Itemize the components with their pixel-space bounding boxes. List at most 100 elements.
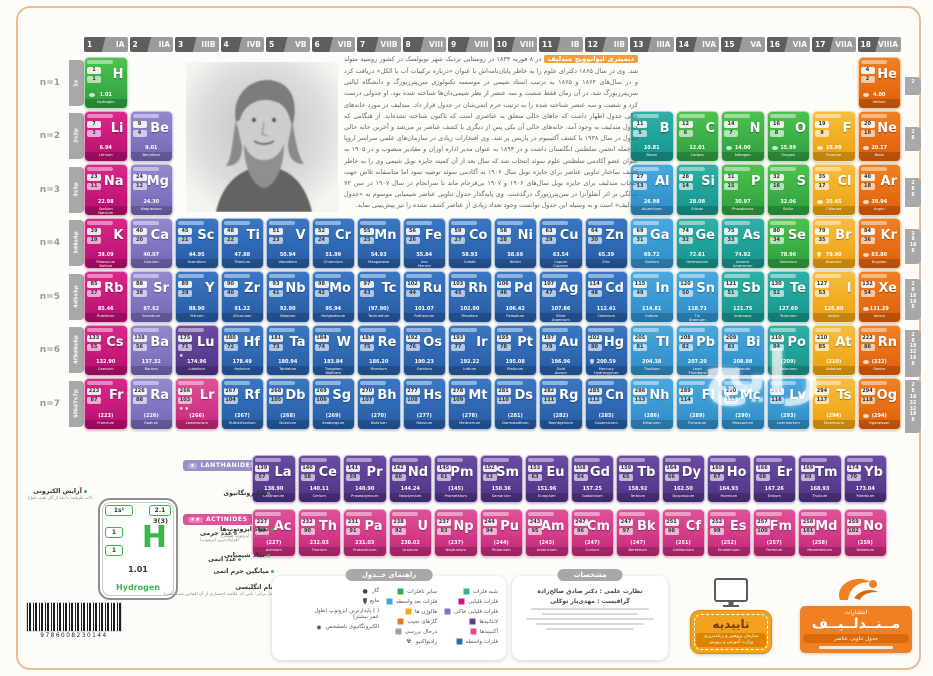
actinide-star-icon: ★★ xyxy=(188,516,203,523)
element-name: Silicon xyxy=(676,205,718,215)
element-Nh: 286 113 Nh (286) Nihonium xyxy=(630,378,674,430)
electron-config-strip xyxy=(496,327,523,332)
electron-config-strip xyxy=(451,274,477,278)
electron-config-strip xyxy=(269,381,295,385)
legend-item: فلزات واسطه xyxy=(444,638,498,645)
element-name: Hydrogen xyxy=(85,98,127,108)
element-V: 51 23 V 50.94 Vanadium xyxy=(266,217,310,269)
electron-config-strip xyxy=(678,113,705,118)
mass-number-badge: 153 xyxy=(528,465,542,472)
mass-number-badge: 152 xyxy=(482,465,497,472)
element-name: Livermorium xyxy=(767,419,809,429)
element-Sm: 152 62 Sm 150.36 Samarium xyxy=(479,455,523,503)
element-Ca: 40 20 Ca 40.07 Calcium xyxy=(129,217,173,269)
element-Mg: 24 12 Mg 24.30 Magnesium xyxy=(129,164,173,216)
atomic-mass: 178.49 xyxy=(232,359,252,365)
period-label-4: n=4 3d4s4p xyxy=(26,218,84,270)
mass-number-badge: 51 xyxy=(269,227,283,235)
mass-number-badge: 121 xyxy=(724,281,738,288)
element-symbol: I xyxy=(846,281,852,296)
element-Ts: 294 117 Ts (294) Tennessine xyxy=(812,378,856,430)
element-symbol: Na xyxy=(103,174,124,189)
electron-config-strip xyxy=(846,458,873,462)
mass-number-badge: 270 xyxy=(360,388,374,395)
group-header-13: 13 IIIA xyxy=(630,37,674,52)
atomic-mass: 50.94 xyxy=(279,252,296,258)
group-header-5: 5 VB xyxy=(266,37,310,52)
element-symbol: Sn xyxy=(696,281,715,296)
mass-number-badge: 141 xyxy=(346,465,360,472)
atomic-mass: 65.39 xyxy=(598,252,615,258)
element-symbol: Ru xyxy=(422,281,442,296)
atomic-number-badge: 72 xyxy=(223,343,238,351)
legend-label: سایر نافلزات xyxy=(407,588,438,595)
element-name: Magnesium xyxy=(130,205,172,215)
atomic-number-badge: 5 xyxy=(633,129,647,137)
atomic-mass: 54.93 xyxy=(370,252,387,258)
element-Tc: 97 43 Tc (97.90) Technetium xyxy=(357,271,401,323)
element-H: 1 1 H 1.01 Hydrogen xyxy=(84,57,128,109)
element-symbol: Yb xyxy=(864,465,883,480)
mendeleev-biography: دیمیتری ایوانوویچ مندلیف xyxy=(186,54,638,220)
sample-name: Hydrogen xyxy=(116,583,160,592)
atomic-number-badge: 94 xyxy=(482,528,497,535)
atomic-mass: 78.96 xyxy=(780,252,797,258)
specs-title: مشخصات xyxy=(557,569,623,581)
element-symbol: Cd xyxy=(605,281,624,296)
electron-config-strip xyxy=(300,512,327,516)
bio-text: در ۸ فوریه ۱۸۳۴ در روستایی نزدیک شهر توب… xyxy=(344,55,638,210)
mass-number-badge: 227 xyxy=(255,519,269,526)
electron-config-strip xyxy=(482,512,509,516)
atomic-mass: 127.60 xyxy=(778,305,798,312)
element-name: Meitnerium xyxy=(449,419,491,429)
electron-config-strip xyxy=(633,220,659,225)
atomic-mass: 72.61 xyxy=(689,252,706,258)
element-symbol: N xyxy=(749,120,761,136)
shell-tab-4: 2 8 18 8 xyxy=(905,228,921,264)
element-Pr: 141 59 Pr 140.90 Praseodymium xyxy=(343,455,387,503)
atomic-mass: 150.36 xyxy=(491,486,511,492)
atomic-mass: 87.62 xyxy=(143,305,160,312)
atomic-mass: 157.25 xyxy=(582,486,602,492)
element-name: Thallium xyxy=(631,366,673,375)
element-name: Calcium xyxy=(130,259,172,268)
group-roman-label: IIA xyxy=(158,40,170,49)
element-Y: 89 39 Y 88.90 Yttrium xyxy=(175,271,219,323)
element-name: Moscovium xyxy=(722,419,764,429)
legend-item: گاز ● xyxy=(301,588,380,595)
mass-number-badge: 138 xyxy=(132,334,147,342)
specs-fineprint xyxy=(536,623,644,625)
element-symbol: Ga xyxy=(650,227,670,243)
atomic-mass: 14.00 xyxy=(734,145,751,151)
atomic-mass: 151.96 xyxy=(537,486,557,492)
atomic-mass: 180.94 xyxy=(278,359,298,365)
element-name: Curium xyxy=(571,547,613,556)
group-roman-label: IVB xyxy=(246,40,261,49)
atomic-mass: 35.45 xyxy=(825,198,842,205)
group-header-11: 11 IB xyxy=(539,37,583,52)
element-name: Potassium Kalium xyxy=(85,259,127,268)
electron-config-strip xyxy=(405,274,432,278)
element-name: Palladium xyxy=(494,312,536,322)
element-name: Manganese xyxy=(358,259,400,268)
atomic-mass: 138.90 xyxy=(264,486,284,492)
mass-number-badge: 278 xyxy=(451,388,465,395)
atomic-number-badge: 76 xyxy=(405,343,420,351)
element-Sn: 120 50 Sn 118.71 Tin Stannum xyxy=(675,271,719,323)
element-symbol: Lu xyxy=(196,334,215,350)
electron-config-strip xyxy=(769,381,796,385)
element-symbol: Es xyxy=(729,519,747,534)
mass-number-badge: 174 xyxy=(846,465,861,472)
electron-config-strip xyxy=(619,512,645,516)
callout-mean-mass: میانگین جرم اتمی xyxy=(182,568,274,576)
element-Te: 130 52 Te 127.60 Tellurium xyxy=(766,271,810,323)
element-Li: 7 3 Li 6.94 Lithium xyxy=(84,110,128,162)
atomic-number-badge: 32 xyxy=(678,236,693,244)
element-name: Osmium xyxy=(403,366,445,375)
element-Lr: 266 103 ★★ Lr (266) Lawrencium xyxy=(175,378,219,430)
atomic-mass: 51.99 xyxy=(325,252,342,258)
element-name: Rutherfordium xyxy=(221,419,263,429)
element-name: Oxygen xyxy=(767,152,809,161)
mass-number-badge: 120 xyxy=(678,281,693,288)
electron-config-strip xyxy=(437,512,463,516)
